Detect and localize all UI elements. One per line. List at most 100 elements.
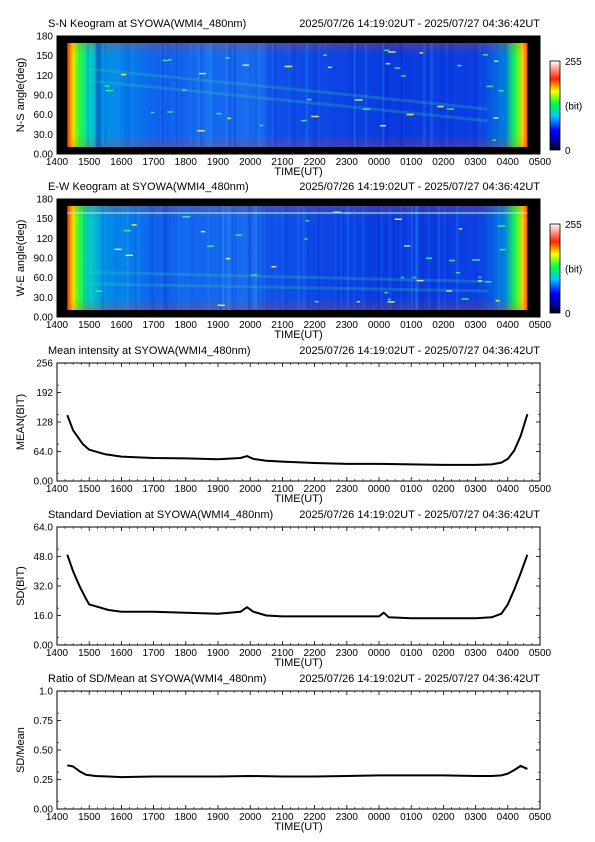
keogram-streak — [498, 206, 500, 310]
y-tick-label: 48.0 — [34, 552, 54, 563]
keogram-streak — [411, 206, 413, 310]
panel-time-range: 2025/07/26 14:19:02UT - 2025/07/27 04:36… — [299, 345, 540, 357]
keogram-streak — [200, 43, 202, 147]
keogram-streak — [167, 43, 169, 147]
x-tick-label: 1600 — [110, 648, 133, 659]
x-tick-label: 1900 — [207, 157, 230, 168]
keogram-streak — [503, 43, 506, 147]
keogram-streak — [338, 206, 340, 310]
keogram-streak — [257, 206, 261, 310]
keogram-streak — [188, 206, 190, 310]
keogram-streak — [209, 43, 211, 147]
x-tick-label: 0100 — [400, 484, 423, 495]
x-tick-label: 2200 — [303, 320, 326, 331]
y-tick-label: 90.0 — [34, 91, 54, 102]
colorbar — [549, 60, 561, 151]
keogram-star — [198, 72, 206, 75]
x-tick-label: 0300 — [464, 157, 487, 168]
keogram-streak — [250, 43, 252, 147]
keogram-streak — [99, 43, 103, 147]
keogram-streak — [114, 43, 116, 147]
keogram-streak — [415, 206, 418, 310]
y-tick-label: 192 — [36, 388, 53, 399]
x-tick-label: 2300 — [336, 484, 359, 495]
keogram-star — [225, 257, 231, 260]
keogram-star — [404, 245, 411, 247]
keogram-star — [401, 276, 405, 279]
keogram-streak — [104, 43, 107, 147]
keogram-arc — [87, 67, 488, 111]
keogram-star — [95, 290, 102, 292]
keogram-streak — [268, 43, 271, 147]
keogram-streak — [387, 43, 390, 147]
x-tick-label: 1800 — [175, 157, 198, 168]
keogram-star — [449, 259, 455, 262]
panel-title: E-W Keogram at SYOWA(WMI4_480nm) — [48, 181, 249, 193]
y-tick-label: 0.00 — [34, 150, 54, 161]
x-tick-label: 1400 — [46, 484, 69, 495]
x-axis-label: TIME(UT) — [274, 657, 322, 669]
panel-time-range: 2025/07/26 14:19:02UT - 2025/07/27 04:36… — [299, 181, 540, 193]
keogram-star — [356, 301, 361, 303]
keogram-streak — [353, 43, 356, 147]
keogram-streak — [349, 43, 352, 147]
x-tick-label: 1600 — [110, 320, 133, 331]
keogram-streak — [260, 206, 264, 310]
x-tick-label: 1700 — [142, 484, 165, 495]
x-tick-label: 1800 — [175, 812, 198, 823]
x-axis-label: TIME(UT) — [274, 166, 322, 178]
x-tick-label: 2200 — [303, 812, 326, 823]
keogram-streak — [254, 43, 257, 147]
x-tick-label: 2000 — [239, 812, 262, 823]
keogram-star — [493, 117, 499, 119]
panel-4: Standard Deviation at SYOWA(WMI4_480nm) 2… — [15, 509, 552, 669]
x-tick-label: 0000 — [368, 157, 391, 168]
keogram-streak — [493, 43, 496, 147]
x-tick-label: 2100 — [271, 484, 294, 495]
keogram-star — [385, 62, 391, 65]
y-tick-label: 0.00 — [34, 641, 54, 652]
keogram-star — [271, 266, 277, 268]
y-tick-label: 0.50 — [34, 746, 54, 757]
keogram-streak — [416, 206, 419, 310]
keogram-streak — [255, 206, 258, 310]
keogram-star — [306, 98, 312, 101]
keogram-streak — [176, 43, 178, 147]
keogram-star — [200, 230, 206, 233]
keogram-streak — [95, 43, 99, 147]
keogram-star — [406, 113, 414, 116]
keogram-streak — [353, 206, 355, 310]
y-tick-label: 256 — [36, 359, 53, 370]
y-tick-label: 150 — [36, 51, 53, 62]
y-tick-label: 16.0 — [34, 611, 54, 622]
keogram-streak — [149, 206, 152, 310]
x-tick-label: 0000 — [368, 320, 391, 331]
x-tick-label: 2300 — [336, 320, 359, 331]
keogram-star — [394, 218, 402, 220]
keogram-star — [150, 111, 155, 114]
x-tick-label: 1400 — [46, 648, 69, 659]
keogram-streak — [249, 43, 252, 147]
keogram-streak — [86, 43, 90, 147]
keogram-streak — [446, 43, 448, 147]
keogram-streak — [441, 43, 444, 147]
keogram-streak — [254, 43, 256, 147]
x-tick-label: 2200 — [303, 157, 326, 168]
keogram-streak — [380, 43, 382, 147]
keogram-streak — [164, 206, 167, 310]
x-tick-label: 0500 — [529, 157, 552, 168]
y-tick-label: 0.00 — [34, 477, 54, 488]
keogram-streak — [377, 206, 380, 310]
panel-1: S-N Keogram at SYOWA(WMI4_480nm) 2025/07/… — [15, 18, 582, 178]
y-axis-label: SD/Mean — [15, 727, 27, 773]
y-tick-label: 60.0 — [34, 273, 54, 284]
keogram-star — [242, 64, 250, 66]
y-tick-label: 64.0 — [34, 523, 54, 534]
keogram-streak — [437, 206, 440, 310]
keogram-streak — [307, 206, 310, 310]
keogram-star — [162, 59, 169, 62]
keogram-streak — [410, 206, 413, 310]
keogram-streak — [181, 43, 183, 147]
x-tick-label: 1700 — [142, 320, 165, 331]
x-tick-label: 1500 — [78, 320, 101, 331]
